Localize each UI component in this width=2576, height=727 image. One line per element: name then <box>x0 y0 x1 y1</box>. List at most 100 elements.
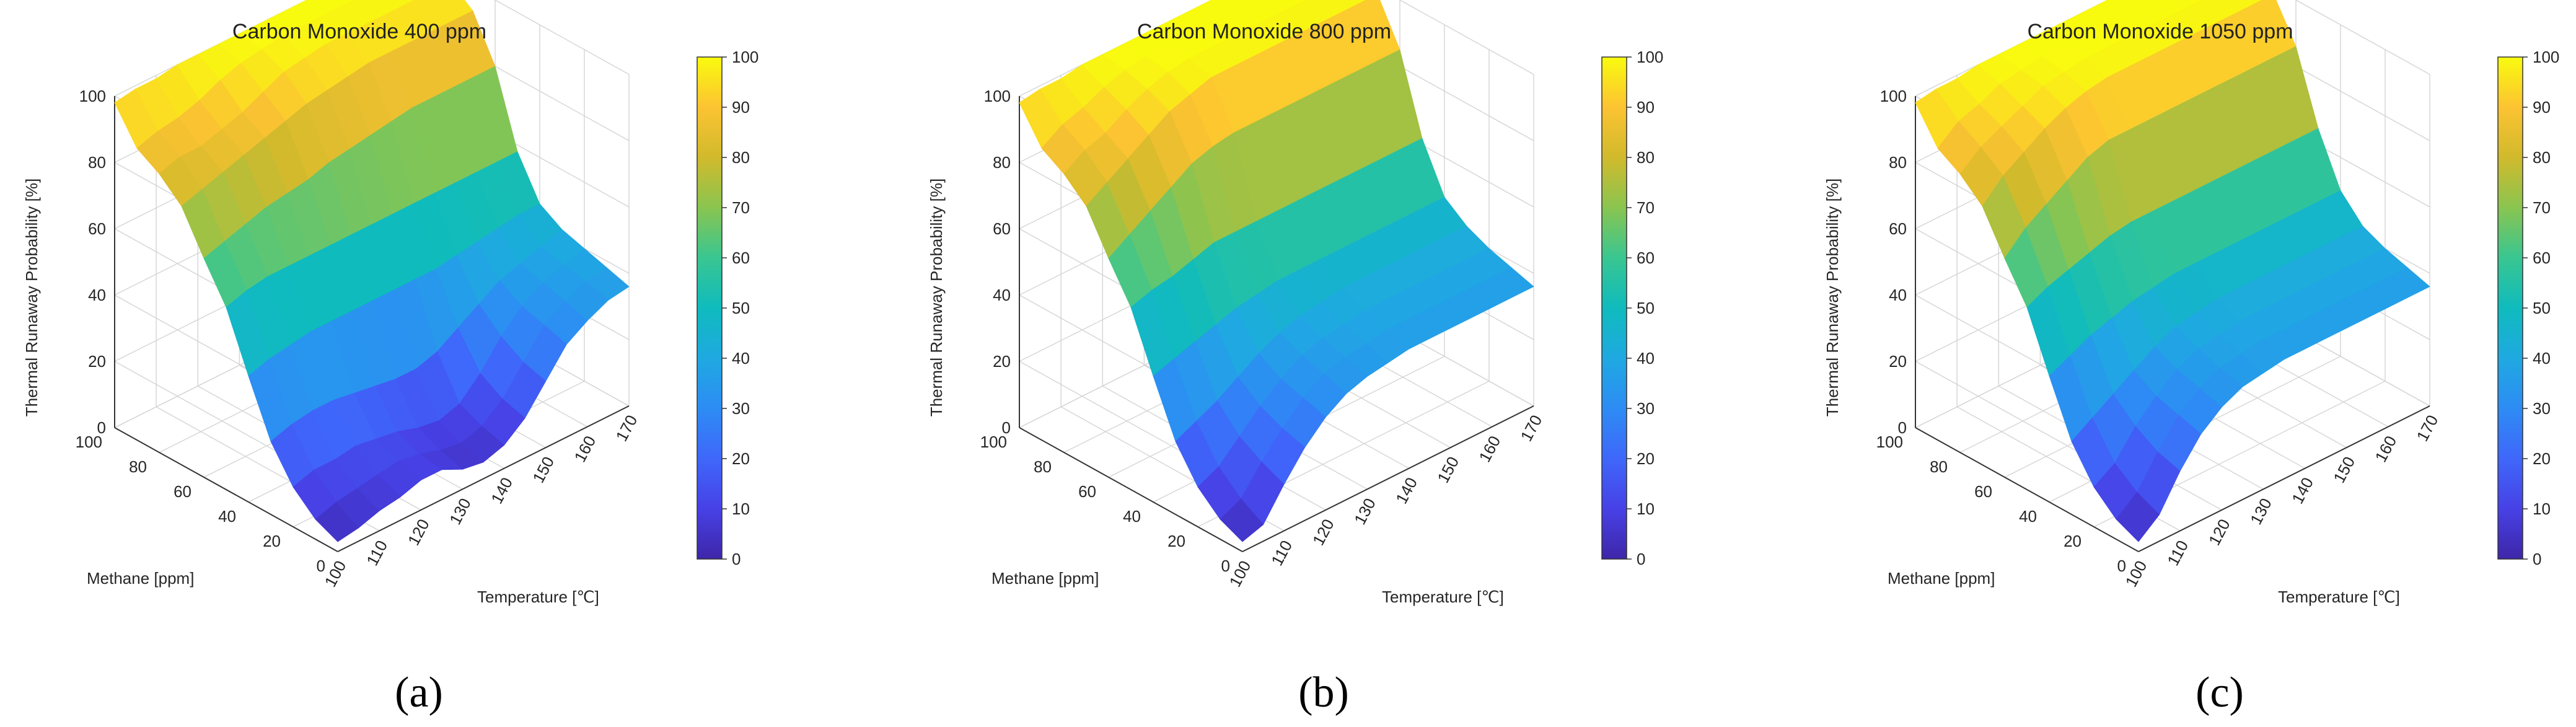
y-tick-label: 80 <box>1930 457 1948 476</box>
colorbar-tick-label: 0 <box>1637 550 1645 568</box>
caption-c: (c) <box>2196 669 2244 716</box>
z-tick-label: 0 <box>1898 418 1907 437</box>
z-axis-label: Thermal Runaway Probability [%] <box>927 178 946 416</box>
grid-line-y <box>1197 50 1490 527</box>
z-tick-label: 40 <box>88 286 106 304</box>
x-tick-label: 160 <box>570 433 599 465</box>
colorbar-tick-label: 100 <box>2533 48 2559 66</box>
surface-patch <box>2176 0 2202 7</box>
z-tick-label: 0 <box>97 418 106 437</box>
colorbar-tick-label: 30 <box>732 399 750 418</box>
colorbar-tick-label: 90 <box>1637 98 1655 117</box>
x-axis-label: Temperature [℃] <box>2278 588 2400 606</box>
colorbar-gradient <box>1601 56 1627 560</box>
colorbar-tick-label: 80 <box>2533 148 2551 167</box>
z-tick-label: 40 <box>993 286 1011 304</box>
y-axis-label: Methane [ppm] <box>991 569 1099 588</box>
z-tick-label: 20 <box>1889 352 1907 371</box>
z-tick-label: 80 <box>1889 153 1907 172</box>
caption-a: (a) <box>395 669 443 716</box>
surface-patch <box>1280 0 1306 7</box>
x-tick-label: 110 <box>363 537 391 569</box>
colorbar-tick-label: 90 <box>2533 98 2551 117</box>
x-tick-label: 120 <box>404 516 433 548</box>
x-tick-label: 140 <box>2288 474 2317 506</box>
y-tick-label: 100 <box>980 433 1007 451</box>
y-tick-label: 60 <box>1974 482 1992 501</box>
y-tick-label: 100 <box>1876 433 1903 451</box>
y-tick-label: 60 <box>174 482 191 501</box>
y-tick-label: 80 <box>1034 457 1052 476</box>
x-tick-label: 160 <box>2371 433 2400 465</box>
chart-panel-c: 0 20 40 60 80 100 100 110 120 130 140 150 160 170 0 20 4… <box>1823 0 2559 606</box>
z-tick-label: 100 <box>79 87 106 105</box>
y-axis-line <box>1019 427 1243 552</box>
z-tick-label: 60 <box>88 219 106 238</box>
x-axis-line <box>2138 405 2430 552</box>
colorbar-tick-label: 20 <box>732 449 750 468</box>
y-tick-label: 40 <box>1123 507 1141 526</box>
x-tick-label: 130 <box>1350 495 1379 527</box>
surface-patch <box>1241 0 1259 5</box>
y-tick-label: 20 <box>2064 532 2081 550</box>
surface-patch <box>1220 498 1264 542</box>
colorbar-tick-label: 40 <box>2533 349 2551 368</box>
x-tick-label: 120 <box>2205 516 2234 548</box>
y-tick-label: 20 <box>1167 532 1185 550</box>
x-axis-label: Temperature [℃] <box>1382 588 1504 606</box>
x-axis-label: Temperature [℃] <box>477 588 599 606</box>
y-axis-label: Methane [ppm] <box>1888 569 1995 588</box>
x-tick-label: 170 <box>2413 412 2442 444</box>
chart-title: Carbon Monoxide 1050 ppm <box>2027 20 2293 43</box>
z-tick-label: 20 <box>88 352 106 371</box>
x-tick-label: 150 <box>1433 454 1462 486</box>
colorbar-tick-label: 20 <box>2533 449 2551 468</box>
x-tick-label: 120 <box>1309 516 1338 548</box>
z-tick-label: 100 <box>1880 87 1907 105</box>
y-axis-label: Methane [ppm] <box>87 569 194 588</box>
surface <box>114 0 630 542</box>
y-axis-line <box>114 427 338 552</box>
y-tick-label: 0 <box>2117 557 2126 575</box>
z-tick-label: 100 <box>984 87 1011 105</box>
colorbar-tick-label: 70 <box>732 198 750 217</box>
surface <box>1019 0 1534 542</box>
z-tick-label: 0 <box>1002 418 1011 437</box>
colorbar-tick-label: 20 <box>1637 449 1655 468</box>
y-tick-label: 40 <box>2019 507 2037 526</box>
colorbar-tick-label: 70 <box>1637 198 1655 217</box>
x-tick-label: 170 <box>1517 412 1546 444</box>
chart-panel-b: 0204060801001001101201301401501601700204… <box>927 0 1663 606</box>
z-tick-label: 80 <box>88 153 106 172</box>
colorbar-tick-label: 10 <box>2533 500 2551 518</box>
x-tick-label: 110 <box>2163 537 2192 569</box>
x-tick-label: 150 <box>529 454 558 486</box>
x-tick-label: 150 <box>2329 454 2358 486</box>
colorbar: 0 10 20 30 40 50 60 70 80 90 100 <box>2497 48 2559 568</box>
chart-title: Carbon Monoxide 400 ppm <box>232 20 486 43</box>
surface-patch <box>315 501 359 542</box>
colorbar: 0 10 20 30 40 50 60 70 80 90 100 <box>1601 48 1663 568</box>
x-tick-label: 130 <box>2246 495 2275 527</box>
colorbar-tick-label: 80 <box>732 148 750 167</box>
x-tick-label: 140 <box>487 474 516 506</box>
colorbar-tick-label: 30 <box>2533 399 2551 418</box>
x-tick-label: 160 <box>1475 433 1504 465</box>
colorbar-tick-label: 10 <box>1637 500 1655 518</box>
grid-line-y <box>2093 50 2386 527</box>
surface-patch <box>405 0 415 3</box>
y-tick-label: 20 <box>263 532 281 550</box>
colorbar-tick-label: 60 <box>732 249 750 267</box>
colorbar-tick-label: 70 <box>2533 198 2551 217</box>
caption-b: (b) <box>1298 669 1349 716</box>
z-tick-label: 60 <box>1889 219 1907 238</box>
y-tick-label: 80 <box>129 457 147 476</box>
z-axis-label: Thermal Runaway Probability [%] <box>22 178 41 416</box>
y-axis-line <box>1915 427 2139 552</box>
colorbar-tick-label: 80 <box>1637 148 1655 167</box>
colorbar-tick-label: 100 <box>732 48 758 66</box>
x-tick-label: 110 <box>1267 537 1296 569</box>
z-tick-label: 60 <box>993 219 1011 238</box>
y-tick-label: 0 <box>317 557 325 575</box>
